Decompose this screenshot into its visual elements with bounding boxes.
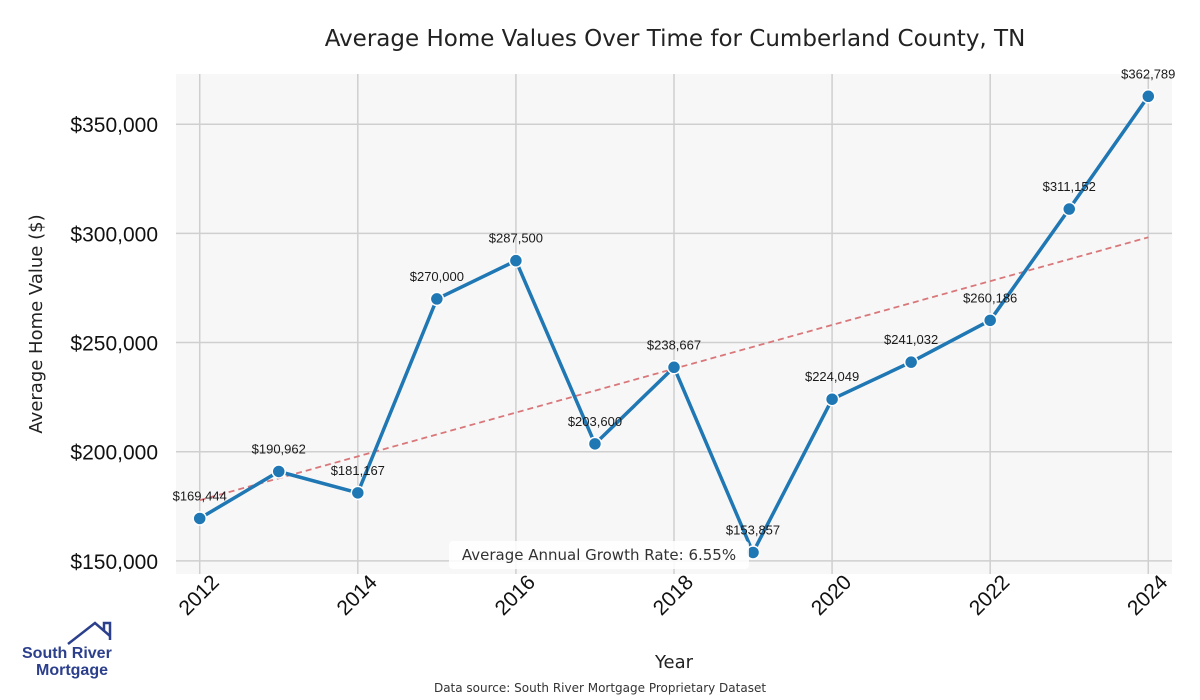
data-point xyxy=(824,391,840,407)
y-tick-label: $200,000 xyxy=(70,442,158,465)
data-label: $238,667 xyxy=(647,337,701,352)
data-point xyxy=(903,354,919,370)
y-axis-label: Average Home Value ($) xyxy=(26,214,47,433)
data-label: $153,857 xyxy=(726,522,780,537)
data-label: $190,962 xyxy=(252,441,306,456)
x-tick-label: 2018 xyxy=(649,571,698,620)
annotation-text: Average Annual Growth Rate: 6.55% xyxy=(462,546,736,564)
data-point xyxy=(508,253,524,268)
x-tick-label: 2020 xyxy=(807,571,856,620)
data-point xyxy=(1061,201,1077,217)
x-tick-label: 2016 xyxy=(491,571,540,620)
y-axis-ticks: $150,000 $200,000 $250,000 $300,000 $350,000 xyxy=(70,114,158,574)
data-point xyxy=(192,511,207,526)
y-tick-label: $150,000 xyxy=(70,551,158,574)
data-series xyxy=(192,89,1156,560)
data-point xyxy=(429,291,445,307)
data-point xyxy=(271,464,287,479)
x-axis-ticks: 2012 2014 2016 2018 2020 2022 2024 xyxy=(174,571,1172,621)
annotation-box xyxy=(449,541,749,569)
data-point xyxy=(666,360,682,375)
data-label: $362,789 xyxy=(1121,66,1175,81)
x-tick-label: 2012 xyxy=(174,571,223,620)
company-logo: South River Mortgage xyxy=(22,621,112,679)
x-tick-label: 2014 xyxy=(333,571,383,621)
data-label: $203,600 xyxy=(568,414,622,429)
data-label: $181,167 xyxy=(331,463,385,478)
data-label: $287,500 xyxy=(489,231,543,246)
logo-line-2: Mortgage xyxy=(36,662,108,679)
data-label: $311,152 xyxy=(1043,179,1096,194)
data-label: $260,186 xyxy=(963,290,1017,305)
data-label: $241,032 xyxy=(884,332,938,347)
y-tick-label: $300,000 xyxy=(70,223,158,246)
x-tick-label: 2022 xyxy=(965,571,1014,620)
y-tick-label: $250,000 xyxy=(70,333,158,356)
x-axis-label: Year xyxy=(654,652,694,673)
data-point xyxy=(982,313,998,328)
growth-rate-annotation: Average Annual Growth Rate: 6.55% xyxy=(449,541,749,569)
logo-line-1: South River xyxy=(22,645,112,662)
data-point xyxy=(587,436,603,452)
data-label: $224,049 xyxy=(805,369,859,384)
x-tick-label: 2024 xyxy=(1123,571,1173,621)
data-point xyxy=(350,485,366,501)
data-source: Data source: South River Mortgage Propri… xyxy=(434,681,766,695)
data-point xyxy=(1141,89,1156,104)
data-label: $270,000 xyxy=(410,269,464,284)
house-roof-icon xyxy=(67,621,112,645)
data-label: $169,444 xyxy=(173,488,227,503)
chart-title: Average Home Values Over Time for Cumber… xyxy=(325,26,1026,52)
data-labels: $169,444 $190,962 $181,167 $270,000 $287,500… xyxy=(173,66,1176,537)
y-tick-label: $350,000 xyxy=(70,114,158,137)
